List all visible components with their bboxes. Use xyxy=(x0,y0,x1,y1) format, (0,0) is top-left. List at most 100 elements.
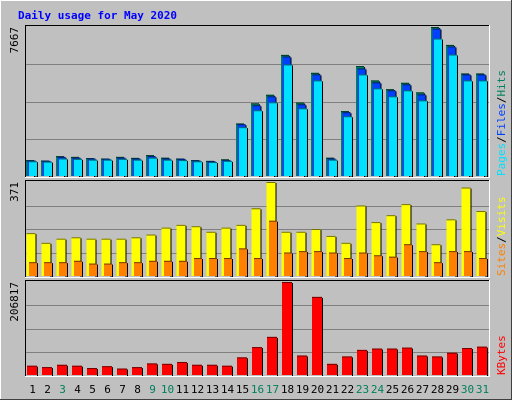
kbytes-bar-shadow xyxy=(127,369,128,376)
pages-bar-shadow xyxy=(127,159,128,177)
visits-bar-shadow xyxy=(65,239,67,277)
kbytes-bar xyxy=(432,356,442,375)
kbytes-bar xyxy=(357,349,367,375)
pages-bar xyxy=(329,159,337,176)
pages-bar xyxy=(119,158,127,176)
pages-bar-shadow xyxy=(37,162,38,177)
visits-bar xyxy=(26,233,36,276)
visits-bar-shadow xyxy=(485,212,487,277)
day-label: 3 xyxy=(59,383,66,396)
visits-bar xyxy=(191,226,201,276)
kbytes-bar xyxy=(147,363,157,375)
pages-bar xyxy=(254,110,262,176)
day-label: 10 xyxy=(161,383,174,396)
legend-entry: / xyxy=(495,236,508,243)
pages-bar xyxy=(464,80,472,176)
sites-bar-shadow xyxy=(67,263,68,277)
visits-bar xyxy=(56,238,66,276)
kbytes-bar xyxy=(297,355,307,375)
kbytes-bar xyxy=(42,367,52,375)
sites-bar xyxy=(269,220,277,276)
sites-bar-shadow xyxy=(37,263,38,277)
day-label: 8 xyxy=(134,383,141,396)
kbytes-bar-shadow xyxy=(112,367,113,376)
visits-bar-shadow xyxy=(455,220,457,277)
sites-bar-shadow xyxy=(202,259,203,277)
sites-bar xyxy=(209,258,217,276)
kbytes-bar xyxy=(27,365,37,375)
kbytes-bar xyxy=(222,365,232,375)
pages-bar-shadow xyxy=(442,39,443,178)
pages-bar xyxy=(59,158,67,176)
visits-bar xyxy=(176,224,186,276)
visits-bar xyxy=(146,234,156,276)
legend: Pages/Files/Hits xyxy=(495,70,508,176)
kbytes-bar-shadow xyxy=(97,369,98,376)
pages-bar-shadow xyxy=(412,91,413,177)
sites-bar xyxy=(374,255,382,276)
pages-bar xyxy=(419,100,427,176)
sites-bar-shadow xyxy=(427,252,428,277)
visits-bar xyxy=(461,187,471,276)
legend-entry: / xyxy=(495,136,508,143)
visits-bar xyxy=(371,222,381,276)
pages-bar-shadow xyxy=(52,162,53,177)
pages-bar xyxy=(359,74,367,176)
day-label: 23 xyxy=(356,383,369,396)
pages-bar-shadow xyxy=(382,89,383,177)
day-label: 4 xyxy=(74,383,81,396)
pages-bar xyxy=(74,158,82,176)
pages-bar-shadow xyxy=(187,161,188,177)
visits-bar-shadow xyxy=(425,224,427,277)
kbytes-bar-shadow xyxy=(217,365,218,376)
day-label: 14 xyxy=(221,383,235,396)
kbytes-bar-shadow xyxy=(457,353,458,376)
pages-bar-shadow xyxy=(97,160,98,177)
day-label: 28 xyxy=(431,383,444,396)
visits-bar-shadow xyxy=(215,232,217,277)
pages-bar-shadow xyxy=(142,160,143,177)
kbytes-bar xyxy=(72,365,82,375)
pages-bar-shadow xyxy=(232,161,233,177)
day-label: 19 xyxy=(296,383,309,396)
visits-bar xyxy=(206,231,216,276)
pages-bar-shadow xyxy=(292,65,293,177)
panel-kbytes: 206817 KBytes xyxy=(8,280,508,377)
day-label: 6 xyxy=(104,383,111,396)
sites-bar xyxy=(194,258,202,276)
chart-title: Daily usage for May 2020 xyxy=(18,9,177,22)
kbytes-bar xyxy=(237,357,247,375)
visits-bar xyxy=(101,238,111,276)
sites-bar-shadow xyxy=(442,263,443,277)
legend-entry: Visits xyxy=(495,197,508,237)
visits-bar xyxy=(416,223,426,276)
kbytes-bar-shadow xyxy=(37,366,38,376)
sites-bar xyxy=(434,262,442,276)
day-label: 17 xyxy=(266,383,279,396)
visits-bar-shadow xyxy=(410,205,412,277)
kbytes-bar-shadow xyxy=(292,283,293,376)
visits-bar-shadow xyxy=(185,225,187,277)
pages-bar xyxy=(299,108,307,176)
kbytes-bar xyxy=(192,364,202,375)
kbytes-bar xyxy=(132,367,142,375)
sites-bar xyxy=(359,252,367,276)
sites-bar xyxy=(29,262,37,276)
pages-bar-shadow xyxy=(202,162,203,177)
pages-bar-shadow xyxy=(112,160,113,177)
visits-bar xyxy=(401,204,411,276)
sites-bar xyxy=(89,263,97,276)
sites-bar-shadow xyxy=(172,261,173,277)
pages-bar xyxy=(104,159,112,176)
visits-bar xyxy=(476,211,486,276)
visits-bar xyxy=(41,242,51,276)
pages-bar xyxy=(239,127,247,176)
visits-bar-shadow xyxy=(140,238,142,277)
visits-bar xyxy=(221,227,231,276)
sites-bar xyxy=(179,260,187,276)
pages-bar xyxy=(209,162,217,176)
sites-bar-shadow xyxy=(127,263,128,277)
kbytes-bar-shadow xyxy=(232,366,233,376)
day-label: 29 xyxy=(446,383,459,396)
sites-bar-shadow xyxy=(457,252,458,277)
